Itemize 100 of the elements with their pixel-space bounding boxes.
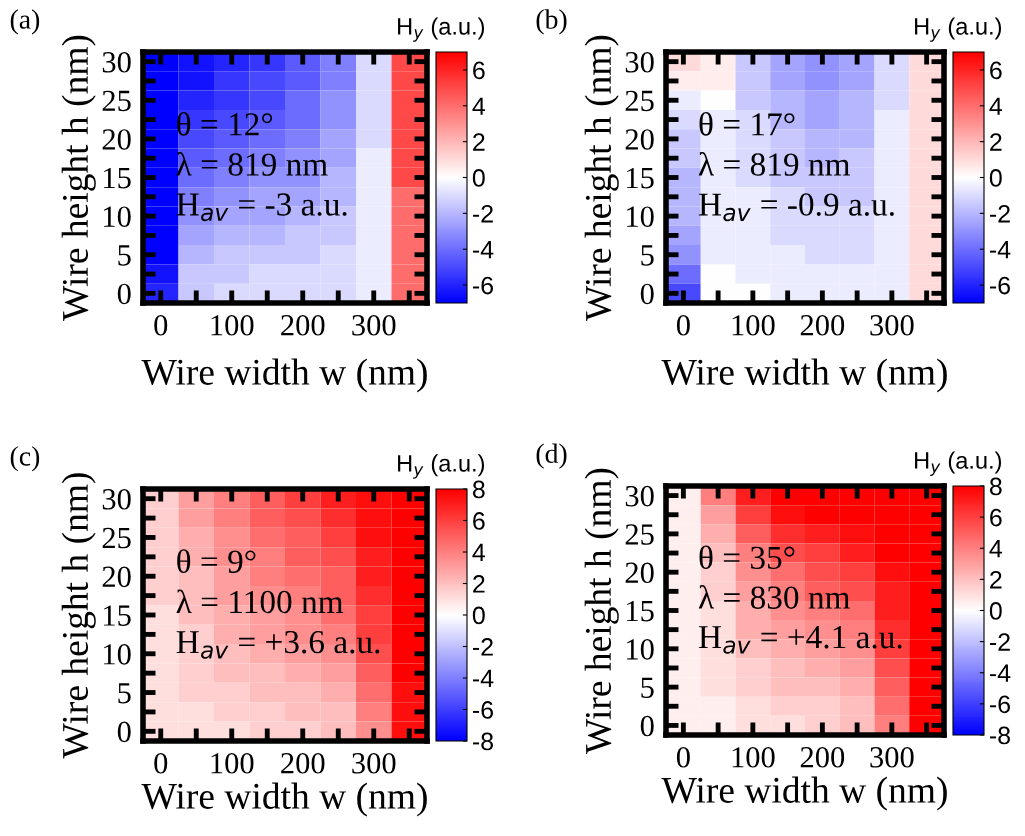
annotation: θ = 35°	[699, 545, 795, 570]
color-bar-label: 0	[989, 169, 1002, 187]
color-bar-label: 6	[990, 61, 1002, 80]
y-tick-label: 15	[627, 600, 654, 622]
color-bar-title: H$_{y}$ (a.u.)	[398, 17, 485, 42]
color-bar-label: 4	[472, 97, 486, 115]
y-axis-title: Wire height h (nm)	[584, 468, 619, 754]
color-bar-label: 4	[472, 543, 486, 562]
annotation: λ = 1100 nm	[176, 589, 344, 614]
annotation: H$_{av}$ = -3 a.u.	[176, 193, 347, 222]
chart-title: (d)	[536, 443, 567, 469]
color-bar-label: -2	[472, 638, 493, 656]
x-tick-label: 100	[211, 752, 254, 774]
y-axis-title: Wire height h (nm)	[61, 473, 96, 759]
color-bar-label: -2	[989, 204, 1010, 223]
y-tick-label: 0	[640, 283, 654, 305]
color-bar-label: -6	[989, 695, 1010, 714]
y-tick-label: 15	[104, 167, 131, 189]
color-bar-title: H$_{y}$ (a.u.)	[915, 17, 1002, 42]
x-tick-label: 300	[352, 752, 396, 774]
annotation: λ = 819 nm	[176, 152, 328, 176]
y-tick-label: 25	[625, 90, 654, 112]
y-axis-title: Wire height h (nm)	[61, 35, 96, 321]
x-tick-label: 100	[211, 314, 254, 336]
color-bar-label: -6	[472, 276, 493, 295]
x-tick-label: 200	[800, 746, 845, 768]
color-bar-title: H$_{y}$ (a.u.)	[398, 454, 485, 479]
x-tick-label: 0	[154, 752, 168, 774]
color-bar-label: 2	[990, 133, 1002, 151]
color-bar-label: -2	[472, 204, 493, 223]
y-tick-label: 0	[640, 715, 654, 737]
y-tick-label: 20	[102, 566, 131, 588]
y-tick-label: 30	[102, 488, 131, 510]
y-tick-label: 5	[641, 677, 654, 699]
color-bar-label: -6	[989, 276, 1010, 295]
color-bar-label: 4	[989, 97, 1003, 115]
y-tick-label: 20	[625, 129, 654, 150]
annotation: λ = 830 nm	[698, 585, 850, 609]
color-bar-label: 0	[472, 169, 485, 187]
x-tick-label: 200	[281, 314, 325, 336]
x-tick-label: 0	[676, 746, 690, 768]
y-tick-label: 0	[117, 721, 131, 743]
y-tick-label: 25	[102, 527, 131, 549]
color-bar-label: 4	[989, 540, 1003, 558]
y-tick-label: 15	[627, 167, 654, 189]
color-bar-label: 8	[989, 477, 1002, 496]
color-bar-label: 6	[990, 508, 1002, 527]
annotation: θ = 17°	[699, 112, 795, 136]
y-tick-label: 30	[102, 51, 131, 73]
y-tick-label: 20	[625, 562, 654, 584]
y-tick-label: 10	[627, 206, 654, 228]
color-bar-label: -8	[989, 726, 1010, 745]
x-axis-title: Wire width w (nm)	[661, 358, 947, 393]
y-tick-label: 30	[625, 51, 654, 73]
color-bar-label: 0	[989, 602, 1002, 620]
y-tick-label: 10	[104, 644, 131, 665]
y-tick-label: 20	[102, 129, 131, 150]
color-bar-label: 8	[472, 480, 485, 499]
color-bar-title: H$_{y}$ (a.u.)	[915, 451, 1002, 476]
x-tick-label: 300	[352, 314, 396, 336]
color-bar-label: 0	[472, 606, 485, 625]
chart-title: (b)	[536, 9, 567, 35]
x-tick-label: 300	[870, 314, 914, 336]
x-tick-label: 200	[281, 752, 325, 774]
x-axis-title: Wire width w (nm)	[141, 358, 427, 393]
y-tick-label: 10	[627, 639, 654, 660]
y-tick-label: 30	[625, 485, 654, 507]
x-tick-label: 0	[154, 314, 168, 336]
y-tick-label: 15	[104, 605, 131, 626]
color-bar-label: -4	[989, 241, 1011, 259]
chart-title: (a)	[10, 9, 40, 35]
color-bar-label: 2	[990, 570, 1002, 589]
annotation: θ = 12°	[177, 112, 273, 136]
x-axis-title: Wire width w (nm)	[141, 782, 427, 817]
x-tick-label: 100	[732, 314, 775, 336]
color-bar-label: -4	[472, 241, 494, 259]
color-bar-label: -4	[472, 669, 494, 688]
color-bar-label: 6	[473, 61, 485, 80]
color-bar-label: 2	[473, 133, 485, 151]
x-axis-title: Wire width w (nm)	[661, 776, 947, 811]
y-tick-label: 5	[118, 245, 131, 266]
chart-title: (c)	[10, 446, 40, 472]
y-tick-label: 5	[118, 683, 131, 704]
annotation: θ = 9°	[177, 549, 256, 573]
color-bar-label: -4	[989, 664, 1011, 682]
y-tick-label: 5	[641, 245, 654, 266]
x-tick-label: 0	[676, 314, 690, 336]
y-tick-label: 10	[104, 206, 131, 228]
annotation: H$_{av}$ = +4.1 a.u.	[698, 626, 902, 654]
y-tick-label: 0	[117, 283, 131, 305]
color-bar-label: 6	[473, 512, 485, 530]
y-tick-label: 25	[625, 524, 654, 545]
annotation: λ = 819 nm	[698, 152, 850, 176]
y-axis-title: Wire height h (nm)	[584, 35, 619, 321]
x-tick-label: 300	[870, 746, 914, 768]
color-bar-label: -2	[989, 633, 1010, 651]
annotation: H$_{av}$ = +3.6 a.u.	[176, 630, 380, 659]
color-bar-label: -8	[472, 732, 493, 751]
color-bar-label: 2	[473, 575, 485, 593]
x-tick-label: 200	[800, 314, 845, 336]
